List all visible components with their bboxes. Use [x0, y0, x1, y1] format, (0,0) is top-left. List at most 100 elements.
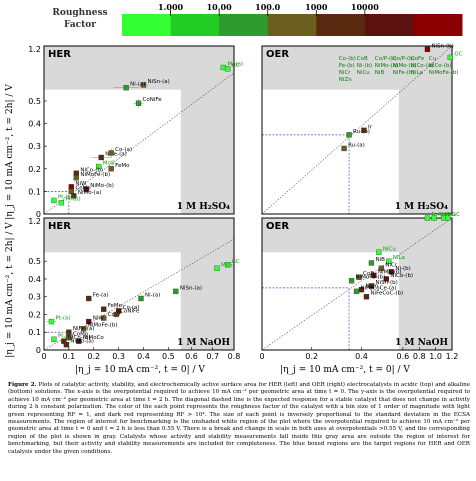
inset-label: NiCu: [357, 70, 370, 76]
data-label: CoW: [108, 312, 121, 318]
y-tick-label: 0.2: [28, 165, 41, 174]
inset-label: Co/P-(b): [393, 56, 415, 62]
data-label: Fe-(a): [93, 292, 109, 298]
data-label: Co-(a): [115, 147, 132, 153]
inset-label: NiMo-(a): [375, 63, 399, 69]
data-point: [66, 334, 72, 341]
data-label: CoNiFe: [120, 308, 140, 314]
data-point: [376, 249, 382, 255]
x-tick-label: 0.4: [137, 352, 150, 361]
colorbar-ticks: 1.000 10.00 100.0 1000 10000: [158, 2, 379, 16]
inset-label: Fe-(b): [339, 63, 355, 69]
x-tick-label: 0.1: [63, 352, 76, 361]
data-point: [86, 295, 92, 302]
y-tick-label-top: 1.2: [28, 217, 41, 226]
data-label: CoMo: [75, 185, 91, 191]
gray-region-right: [180, 46, 234, 214]
x-tick-label: 0.3: [112, 352, 125, 361]
y-tick-label-top: 1.2: [28, 45, 41, 54]
data-label: Pt-(b): [58, 333, 73, 339]
data-point: [96, 163, 102, 170]
data-label: NiMo-(a): [70, 339, 94, 345]
gray-region-right: [398, 218, 452, 350]
inset-label: Ni-(b): [357, 63, 372, 69]
colorbar-title-line1: Roughness: [52, 8, 107, 18]
y-tick-label: 0: [36, 210, 41, 219]
data-point: [101, 306, 107, 312]
y-tick-label: 0.4: [28, 275, 41, 284]
plot-frame: [43, 45, 235, 215]
data-point: [224, 66, 231, 72]
inset-label: CoB: [357, 56, 368, 62]
y-tick-label: 0: [36, 346, 41, 355]
colorbar-swatch: [170, 14, 220, 36]
y-tick-label: 0.1: [28, 187, 41, 196]
data-point: [86, 318, 92, 325]
parity-line: [43, 72, 235, 215]
inset-label: NiMoFe-(b): [429, 70, 459, 76]
colorbar-tick-label: 100.0: [255, 2, 280, 12]
x-tick-label: 0.2: [305, 352, 318, 361]
inset-label: NiCo-(b): [429, 63, 452, 69]
colorbar-tick-label: 1.000: [158, 2, 183, 12]
inset-label: Co-(b): [339, 56, 356, 62]
colorbar-title-line2: Factor: [64, 20, 96, 30]
colorbar-tick-label: 10.00: [207, 2, 232, 12]
data-point: [341, 145, 347, 152]
data-point: [81, 326, 87, 332]
x-tick-label: 0.2: [87, 352, 100, 361]
data-label: NiFeCoC-(b): [370, 291, 403, 297]
data-label: NiSn-(a): [180, 285, 202, 291]
data-point: [101, 315, 107, 321]
data-label: GC: [454, 51, 462, 57]
data-label: Pt-(b): [65, 197, 80, 203]
data-point: [73, 170, 79, 176]
data-point: [353, 288, 360, 295]
inset-label: NiFe-(b): [393, 70, 415, 76]
data-point: [138, 295, 144, 302]
x-tick-label: 0.7: [206, 352, 219, 361]
data-point: [371, 272, 377, 279]
colorbar-tick-label: 10000: [351, 2, 379, 12]
y-tick-label: 0.4: [28, 120, 41, 129]
data-point: [348, 278, 355, 284]
x-tick-label: 0.6: [185, 352, 198, 361]
data-label: NiMoFe-(b): [80, 172, 110, 178]
data-point: [66, 329, 72, 335]
data-label: NiCo-(b): [390, 273, 413, 279]
y-tick-label: 0.3: [28, 142, 41, 151]
data-point: [140, 82, 147, 88]
inset-label: NiMo-(b): [393, 63, 417, 69]
data-label: Ni-(a): [145, 292, 160, 298]
x-tick-label: 0: [41, 352, 46, 361]
y-tick-label: 0.3: [28, 293, 41, 302]
data-point: [108, 166, 114, 172]
data-label: Pt-(a): [58, 194, 73, 200]
data-label: NiCu: [383, 246, 396, 252]
data-point: [224, 262, 231, 268]
colorbar-swatch: [122, 14, 172, 36]
data-label: Ir: [368, 124, 373, 130]
data-label: Ni-(a): [130, 82, 145, 88]
inset-label: Co/P-(b): [375, 56, 397, 62]
data-label: Cu: [448, 212, 455, 218]
data-label: NiLa: [393, 255, 405, 261]
data-label: GC: [232, 259, 240, 265]
panel-oer-alkaline: OER 1 M NaOH 0 0.2 0.4 0.6 0.8 1.0 1.2 Fe-(b)FeMn…: [259, 212, 460, 361]
y-tick-label: 0.1: [28, 328, 41, 337]
data-point: [51, 336, 57, 342]
panel-title: OER: [266, 49, 289, 60]
data-point: [378, 265, 385, 271]
parity-line: [43, 238, 235, 351]
panel-title: HER: [48, 49, 71, 60]
data-point: [424, 46, 431, 53]
data-point: [445, 215, 451, 221]
data-label: NiSn-(a): [147, 79, 169, 85]
data-point: [108, 150, 114, 156]
x-tick-label: 0: [259, 352, 264, 361]
x-tick-label: 0.8: [228, 352, 241, 361]
data-point: [431, 215, 437, 221]
data-label: CoNiFe: [143, 97, 163, 103]
